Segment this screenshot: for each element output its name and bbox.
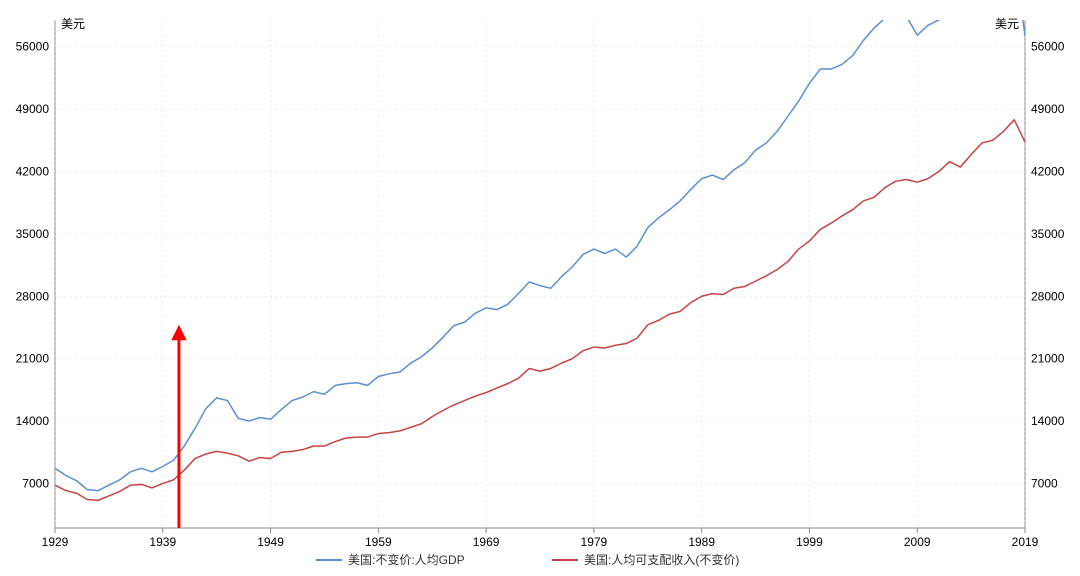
y-tick-label-right: 35000 [1031, 227, 1065, 241]
y-tick-label-left: 14000 [16, 414, 50, 428]
y-tick-label-right: 28000 [1031, 289, 1065, 303]
x-tick-label: 2019 [1012, 535, 1039, 549]
y-tick-label-left: 35000 [16, 227, 50, 241]
x-tick-label: 1989 [688, 535, 715, 549]
legend-label: 美国:人均可支配收入(不变价) [584, 552, 739, 567]
y-tick-label-left: 7000 [22, 476, 49, 490]
x-tick-label: 2009 [904, 535, 931, 549]
y-tick-label-right: 49000 [1031, 102, 1065, 116]
y-unit-left: 美元 [61, 17, 85, 31]
y-tick-label-right: 14000 [1031, 414, 1065, 428]
line-chart: 7000 7000 14000 14000 21000 21000 28000 28000 35… [0, 0, 1080, 576]
y-tick-label-left: 42000 [16, 165, 50, 179]
y-unit-right: 美元 [995, 17, 1019, 31]
y-tick-label-left: 49000 [16, 102, 50, 116]
x-tick-label: 1999 [796, 535, 823, 549]
y-tick-label-right: 7000 [1031, 476, 1058, 490]
y-tick-label-left: 28000 [16, 289, 50, 303]
x-tick-label: 1939 [149, 535, 176, 549]
x-tick-label: 1949 [257, 535, 284, 549]
y-tick-label-left: 56000 [16, 40, 50, 54]
x-tick-label: 1969 [473, 535, 500, 549]
y-tick-label-right: 42000 [1031, 165, 1065, 179]
y-tick-label-right: 21000 [1031, 352, 1065, 366]
y-tick-label-right: 56000 [1031, 40, 1065, 54]
chart-container: 7000 7000 14000 14000 21000 21000 28000 28000 35… [0, 0, 1080, 576]
x-tick-label: 1959 [365, 535, 392, 549]
x-tick-label: 1979 [581, 535, 608, 549]
legend-label: 美国:不变价:人均GDP [348, 552, 465, 567]
chart-bg [0, 0, 1080, 576]
x-tick-label: 1929 [42, 535, 69, 549]
y-tick-label-left: 21000 [16, 352, 50, 366]
